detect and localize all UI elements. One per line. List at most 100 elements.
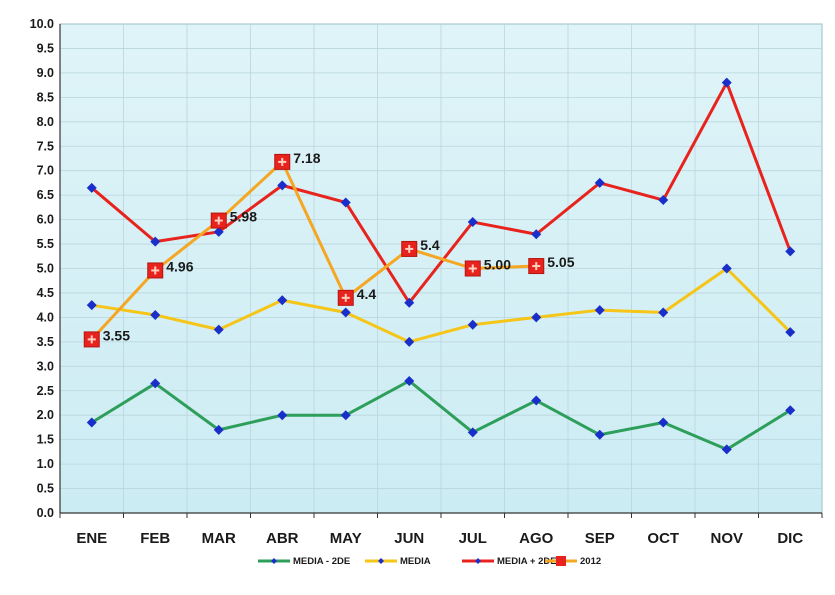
legend-entry: MEDIA + 2DE xyxy=(462,556,557,567)
data-label: 5.98 xyxy=(230,209,257,225)
x-tick-label: MAR xyxy=(202,530,236,547)
y-tick-label: 5.5 xyxy=(37,237,54,251)
x-tick-label: DIC xyxy=(777,530,803,547)
x-tick-label: SEP xyxy=(585,530,615,547)
y-tick-label: 6.5 xyxy=(37,188,54,202)
y-tick-label: 1.5 xyxy=(37,433,54,447)
x-tick-label: JUL xyxy=(459,530,487,547)
series-0 xyxy=(86,375,796,455)
data-label: 4.4 xyxy=(357,286,377,302)
data-point xyxy=(785,327,796,338)
data-point xyxy=(721,263,732,274)
data-point xyxy=(467,217,478,228)
y-tick-label: 0.0 xyxy=(37,506,54,520)
series-line xyxy=(90,160,537,341)
y-tick-label: 3.0 xyxy=(37,359,54,373)
legend-entry: MEDIA xyxy=(365,556,431,567)
x-tick-label: MAY xyxy=(330,530,362,547)
legend-marker xyxy=(475,558,481,564)
data-point xyxy=(531,312,542,323)
series-1 xyxy=(86,263,796,347)
data-point xyxy=(404,297,415,308)
data-point xyxy=(150,236,161,247)
data-point xyxy=(86,300,97,311)
series-line xyxy=(90,379,792,451)
data-point xyxy=(277,410,288,421)
legend-label: MEDIA - 2DE xyxy=(293,556,350,567)
data-point xyxy=(277,295,288,306)
data-point xyxy=(594,429,605,440)
legend-entry: MEDIA - 2DE xyxy=(258,556,350,567)
y-tick-label: 6.0 xyxy=(37,213,54,227)
y-tick-label: 0.5 xyxy=(37,482,54,496)
legend-marker xyxy=(271,558,277,564)
data-label: 5.05 xyxy=(547,254,574,270)
data-point xyxy=(594,305,605,316)
data-point xyxy=(213,226,224,237)
data-point xyxy=(467,319,478,330)
data-labels: 3.55 4.96 5.98 7.18 4.4 5.4 5.00 5.05 xyxy=(103,150,575,344)
data-point xyxy=(785,246,796,257)
data-point xyxy=(531,229,542,240)
x-tick-label: ABR xyxy=(266,530,299,547)
x-tick-label: AGO xyxy=(519,530,554,547)
data-point xyxy=(404,375,415,386)
data-point xyxy=(594,177,605,188)
legend-marker xyxy=(556,556,566,566)
legend-label: 2012 xyxy=(580,556,601,567)
data-label: 3.55 xyxy=(103,327,130,343)
y-tick-label: 9.0 xyxy=(37,66,54,80)
data-point xyxy=(86,417,97,428)
series xyxy=(83,77,796,455)
data-point xyxy=(467,427,478,438)
y-tick-label: 7.0 xyxy=(37,164,54,178)
data-point xyxy=(340,410,351,421)
y-tick-label: 7.5 xyxy=(37,139,54,153)
data-point xyxy=(721,444,732,455)
x-tick-label: FEB xyxy=(140,530,170,547)
y-tick-label: 3.5 xyxy=(37,335,54,349)
series-2 xyxy=(86,77,796,308)
legend-label: MEDIA xyxy=(400,556,431,567)
y-tick-label: 2.5 xyxy=(37,384,54,398)
y-tick-label: 9.5 xyxy=(37,41,54,55)
x-tick-label: JUN xyxy=(394,530,424,547)
data-point xyxy=(277,180,288,191)
data-point xyxy=(213,324,224,335)
gridlines xyxy=(60,24,822,513)
x-tick-label: NOV xyxy=(710,530,743,547)
data-point xyxy=(86,182,97,193)
y-tick-label: 1.0 xyxy=(37,457,54,471)
series-3 xyxy=(83,153,545,348)
series-line xyxy=(91,267,792,344)
y-tick-label: 5.0 xyxy=(37,262,54,276)
legend: MEDIA - 2DE MEDIA MEDIA + 2DE 2012 xyxy=(258,556,601,567)
data-point xyxy=(658,195,669,206)
data-label: 5.4 xyxy=(420,237,440,253)
y-tick-label: 4.5 xyxy=(37,286,54,300)
data-label: 4.96 xyxy=(166,258,193,274)
axes: 0.0 0.5 1.0 1.5 2.0 2.5 3.0 3.5 4.0 4.5 5.0 5.5 6.0 6… xyxy=(30,17,823,547)
y-tick-label: 10.0 xyxy=(30,17,54,31)
y-tick-label: 8.0 xyxy=(37,115,54,129)
data-label: 7.18 xyxy=(293,150,320,166)
data-point xyxy=(404,336,415,347)
x-tick-label: ENE xyxy=(76,530,107,547)
data-point xyxy=(658,417,669,428)
legend-marker xyxy=(378,558,384,564)
x-tick-label: OCT xyxy=(647,530,679,547)
data-label: 5.00 xyxy=(484,257,511,273)
data-point xyxy=(340,197,351,208)
data-point xyxy=(785,405,796,416)
legend-entry: 2012 xyxy=(545,556,601,567)
series-line xyxy=(90,81,792,305)
data-point xyxy=(721,77,732,88)
data-point xyxy=(150,309,161,320)
data-point xyxy=(340,307,351,318)
y-tick-label: 2.0 xyxy=(37,408,54,422)
y-tick-label: 8.5 xyxy=(37,90,54,104)
data-point xyxy=(213,424,224,435)
legend-label: MEDIA + 2DE xyxy=(497,556,557,567)
